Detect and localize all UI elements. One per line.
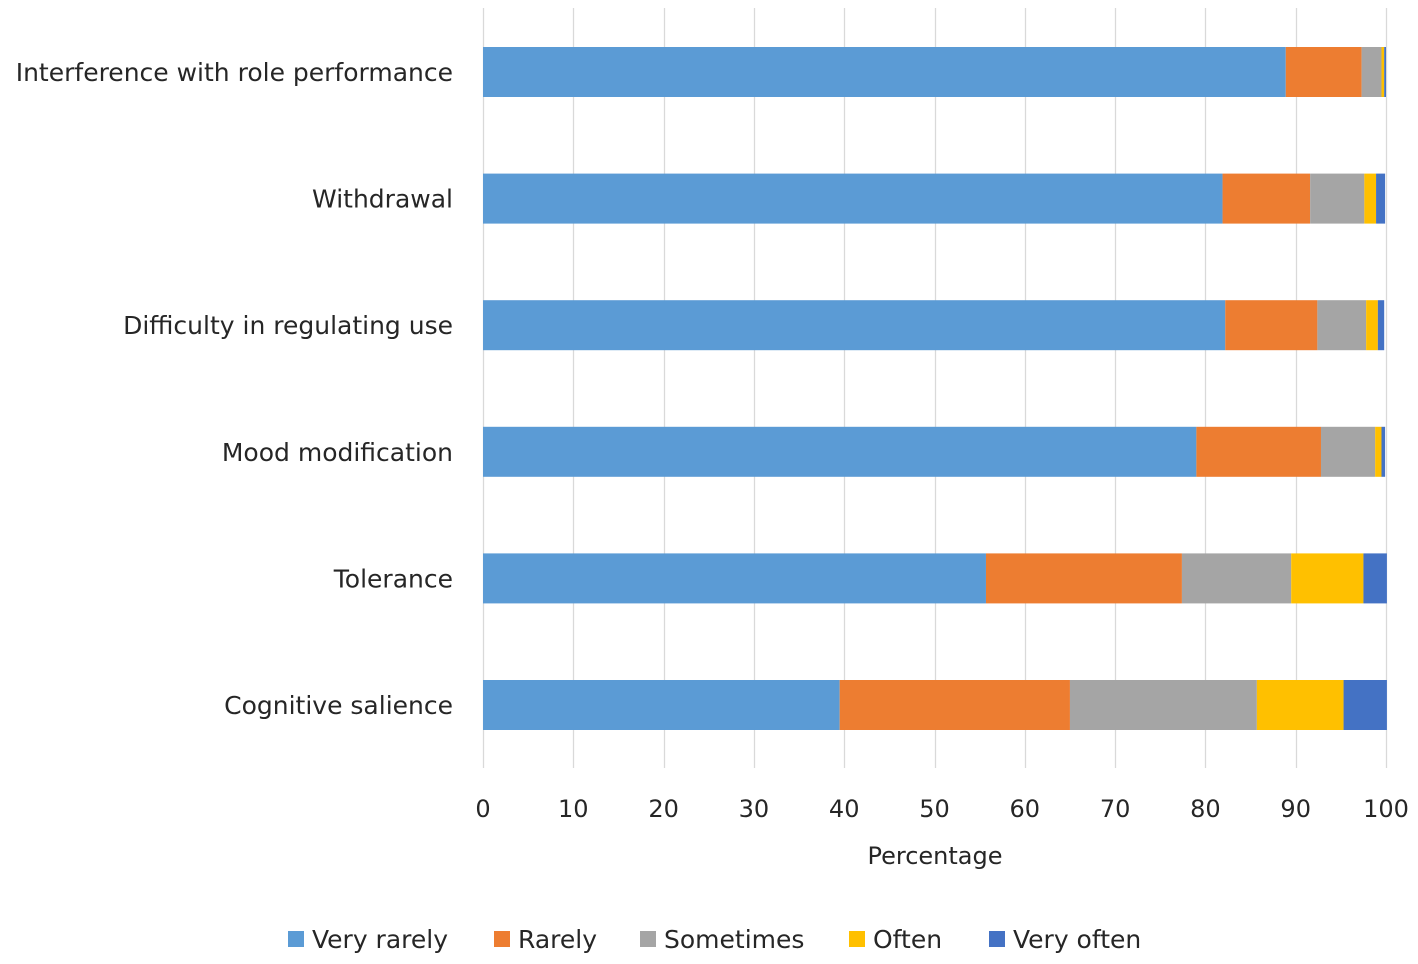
legend-swatch-very-often (989, 931, 1005, 947)
legend-swatch-sometimes (640, 931, 656, 947)
category-label-2: Difficulty in regulating use (123, 311, 453, 340)
x-tick-labels: 0 10 20 30 40 50 60 70 80 90 100 (475, 795, 1409, 823)
bar-segment-very-often-5 (1343, 680, 1387, 730)
bar-segment-very-often-4 (1363, 553, 1387, 604)
category-label-3: Mood modification (222, 438, 453, 467)
bar-segment-sometimes-2 (1317, 300, 1367, 351)
bar-segment-very-often-1 (1376, 173, 1386, 224)
bar-segment-very-rarely-1 (483, 173, 1223, 224)
category-label-1: Withdrawal (312, 185, 453, 214)
bar-segment-rarely-1 (1222, 173, 1311, 224)
legend-swatch-very-rarely (288, 931, 304, 947)
legend-label-often: Often (873, 925, 942, 954)
bar-segment-sometimes-4 (1181, 553, 1292, 604)
category-label-5: Cognitive salience (224, 691, 453, 720)
x-tick-label-50: 50 (919, 795, 950, 823)
legend-label-very-rarely: Very rarely (312, 925, 448, 954)
bar-segment-very-rarely-5 (483, 680, 840, 730)
bar-segment-very-rarely-3 (483, 426, 1197, 477)
x-tick-label-40: 40 (829, 795, 860, 823)
x-tick-label-90: 90 (1280, 795, 1311, 823)
bar-segment-sometimes-3 (1320, 426, 1376, 477)
bar-segment-rarely-2 (1225, 300, 1318, 351)
x-axis-title: Percentage (867, 842, 1002, 870)
legend-label-sometimes: Sometimes (664, 925, 804, 954)
legend-label-rarely: Rarely (518, 925, 597, 954)
x-tick-label-100: 100 (1363, 795, 1409, 823)
x-tick-label-10: 10 (558, 795, 589, 823)
x-tick-label-0: 0 (475, 795, 490, 823)
legend-swatch-rarely (494, 931, 510, 947)
x-tick-label-30: 30 (739, 795, 770, 823)
bar-segment-very-rarely-2 (483, 300, 1226, 351)
category-labels: Interference with role performance Withdr… (16, 58, 453, 720)
bar-segment-rarely-5 (839, 680, 1070, 730)
bar-segment-very-often-0 (1384, 47, 1386, 97)
gridlines (482, 8, 1388, 768)
bar-segment-very-rarely-4 (483, 553, 986, 604)
bar-segment-very-often-2 (1377, 300, 1385, 351)
bar-segment-sometimes-1 (1310, 173, 1365, 224)
bar-segment-rarely-4 (985, 553, 1182, 604)
bar-segment-often-2 (1366, 300, 1378, 351)
bar-segment-often-3 (1375, 426, 1382, 477)
bar-segment-often-0 (1381, 47, 1385, 97)
bar-segment-very-often-3 (1381, 426, 1386, 477)
bar-segment-often-4 (1291, 553, 1364, 604)
bars (483, 47, 1387, 730)
bar-segment-rarely-3 (1196, 426, 1321, 477)
bar-segment-rarely-0 (1285, 47, 1362, 97)
legend-swatch-often (849, 931, 865, 947)
bar-segment-sometimes-5 (1069, 680, 1257, 730)
legend-label-very-often: Very often (1013, 925, 1141, 954)
x-tick-label-70: 70 (1100, 795, 1131, 823)
bar-segment-often-1 (1364, 173, 1377, 224)
category-label-0: Interference with role performance (16, 58, 453, 87)
x-tick-label-20: 20 (648, 795, 679, 823)
category-label-4: Tolerance (333, 564, 453, 593)
bar-segment-often-5 (1256, 680, 1344, 730)
x-tick-label-80: 80 (1190, 795, 1221, 823)
bar-segment-sometimes-0 (1361, 47, 1382, 97)
x-tick-label-60: 60 (1010, 795, 1041, 823)
legend: Very rarely Rarely Sometimes Often Very ofte… (288, 925, 1141, 954)
bar-segment-very-rarely-0 (483, 47, 1286, 97)
